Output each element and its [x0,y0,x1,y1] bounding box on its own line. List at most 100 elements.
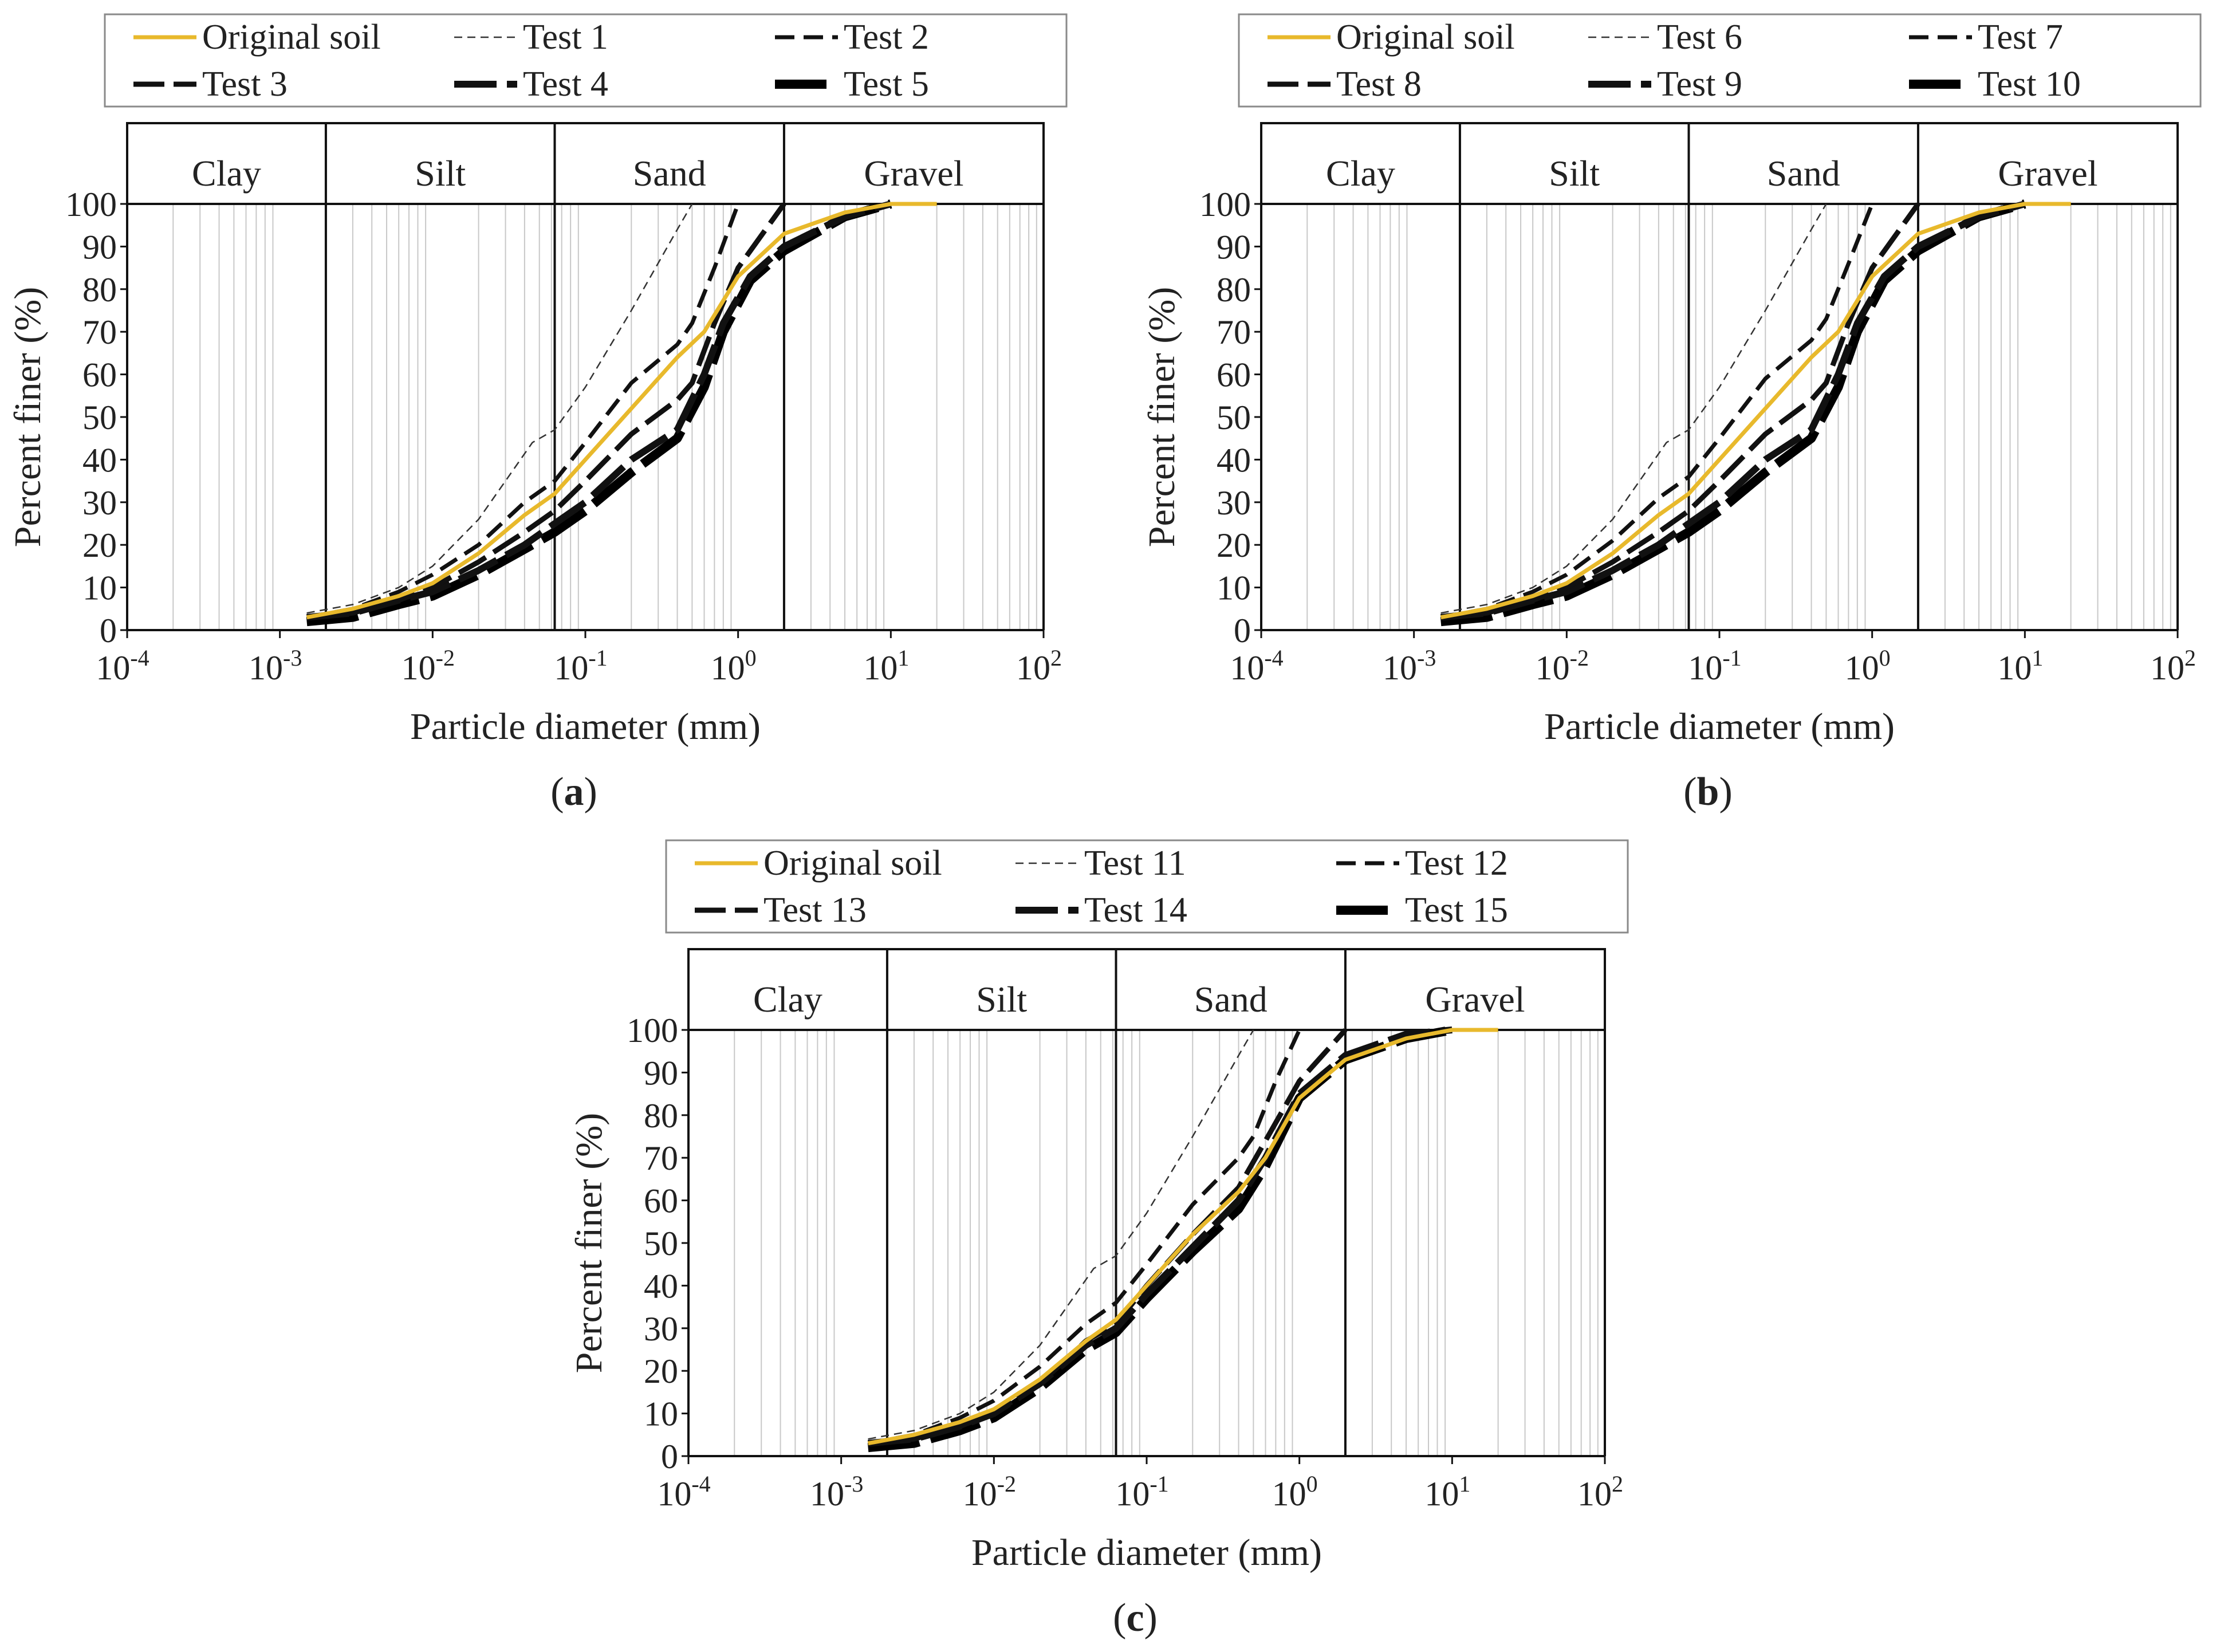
legend-label: Test 13 [763,891,867,930]
series-line-test-6 [1440,203,1827,614]
panel-caption: (b) [1683,770,1733,814]
x-tick-exponent: 1 [1459,1471,1470,1497]
series-line-test-8 [1440,202,1920,620]
y-tick-label: 80 [82,271,117,309]
y-tick-label: 70 [644,1139,678,1177]
x-tick-exponent: -2 [1570,645,1589,671]
x-tick-base: 10 [1230,649,1264,687]
y-tick-label: 40 [644,1267,678,1305]
caption-paren: ( [1683,770,1697,814]
y-tick-label: 40 [1217,441,1251,479]
y-tick-label: 50 [82,399,117,436]
x-tick-label: 10-1 [554,645,607,687]
y-tick-label: 70 [1217,313,1251,351]
legend-label: Test 10 [1978,65,2081,104]
zone-label: Gravel [1425,979,1525,1020]
y-tick-label: 10 [644,1395,678,1433]
y-tick-label: 80 [644,1097,678,1135]
x-tick-base: 10 [1688,649,1722,687]
x-tick-exponent: -3 [1417,645,1436,671]
caption-paren: ) [584,770,597,814]
panel-caption: (c) [1113,1596,1158,1640]
legend-box [665,839,1629,934]
y-tick-label: 100 [627,1012,678,1049]
x-tick-base: 10 [96,649,130,687]
y-tick-label: 50 [644,1225,678,1262]
x-tick-base: 10 [1383,649,1417,687]
series-line-test-5 [306,199,892,627]
x-tick-base: 10 [1997,649,2032,687]
y-tick-label: 90 [1217,228,1251,266]
y-tick-label: 60 [1217,356,1251,394]
x-tick-base: 10 [1016,649,1050,687]
x-tick-label: 10-2 [402,645,455,687]
zone-label: Clay [753,979,822,1020]
x-tick-exponent: -1 [1150,1471,1168,1497]
series-line-original-soil [1440,202,2071,620]
x-tick-base: 10 [1272,1475,1306,1513]
zone-label: Clay [1326,153,1395,194]
series-line-test-3 [306,202,786,620]
x-tick-exponent: 1 [2032,645,2043,671]
x-tick-base: 10 [554,649,588,687]
x-tick-label: 10-3 [249,645,302,687]
legend-label: Original soil [763,844,942,883]
y-axis-label: Percent finer (%) [1141,287,1183,547]
legend-label: Test 2 [844,18,929,57]
legend-label: Test 15 [1405,891,1508,930]
legend-label: Test 4 [523,65,608,104]
y-tick-label: 90 [644,1054,678,1092]
y-tick-label: 100 [65,186,117,223]
x-tick-base: 10 [1536,649,1570,687]
zone-label: Silt [1549,153,1600,194]
x-tick-base: 10 [657,1475,691,1513]
zone-label: Clay [192,153,261,194]
y-tick-label: 60 [82,356,117,394]
legend-label: Original soil [202,18,381,57]
x-tick-exponent: -1 [588,645,607,671]
series-line-test-7 [1440,203,1874,620]
y-axis-label: Percent finer (%) [7,287,49,547]
series-line-test-1 [306,203,693,614]
x-tick-label: 10-2 [1536,645,1589,687]
x-tick-base: 10 [963,1475,997,1513]
x-tick-label: 102 [1577,1471,1623,1513]
zone-label: Silt [415,153,466,194]
y-tick-label: 100 [1199,186,1251,223]
x-tick-base: 10 [402,649,436,687]
y-tick-label: 80 [1217,271,1251,309]
x-tick-base: 10 [2150,649,2184,687]
x-tick-label: 102 [1016,645,1062,687]
x-tick-label: 10-3 [1383,645,1436,687]
caption-paren: ( [1113,1596,1126,1640]
panel-caption: (a) [550,770,597,814]
legend-label: Test 8 [1336,65,1422,104]
x-axis-label: Particle diameter (mm) [1544,706,1895,748]
x-tick-exponent: -1 [1722,645,1741,671]
x-tick-exponent: 2 [2184,645,2196,671]
legend-label: Test 3 [202,65,288,104]
y-tick-label: 90 [82,228,117,266]
legend-label: Test 5 [844,65,929,104]
y-tick-label: 20 [1217,526,1251,564]
x-tick-exponent: -2 [997,1471,1016,1497]
x-axis-label: Particle diameter (mm) [410,706,761,748]
legend-label: Test 11 [1084,844,1186,883]
series-line-original-soil [867,1028,1498,1446]
caption-letter: b [1697,770,1719,814]
series-line-test-13 [868,1028,1348,1446]
series-line-test-12 [867,1029,1301,1446]
x-tick-exponent: -3 [844,1471,863,1497]
x-tick-base: 10 [1115,1475,1150,1513]
x-tick-label: 10-3 [810,1471,863,1513]
x-tick-label: 10-4 [657,1471,710,1513]
chart-panel-a: Original soil Test 1 Test 2 Test 3 Test 4 Tes… [0,0,1110,826]
legend-label: Original soil [1336,18,1515,57]
x-tick-exponent: -3 [283,645,302,671]
y-tick-label: 0 [1234,612,1251,650]
legend-label: Test 12 [1405,844,1508,883]
x-tick-label: 100 [1272,1471,1318,1513]
y-tick-label: 0 [661,1438,678,1476]
x-tick-exponent: 0 [1306,1471,1318,1497]
x-tick-label: 102 [2150,645,2196,687]
